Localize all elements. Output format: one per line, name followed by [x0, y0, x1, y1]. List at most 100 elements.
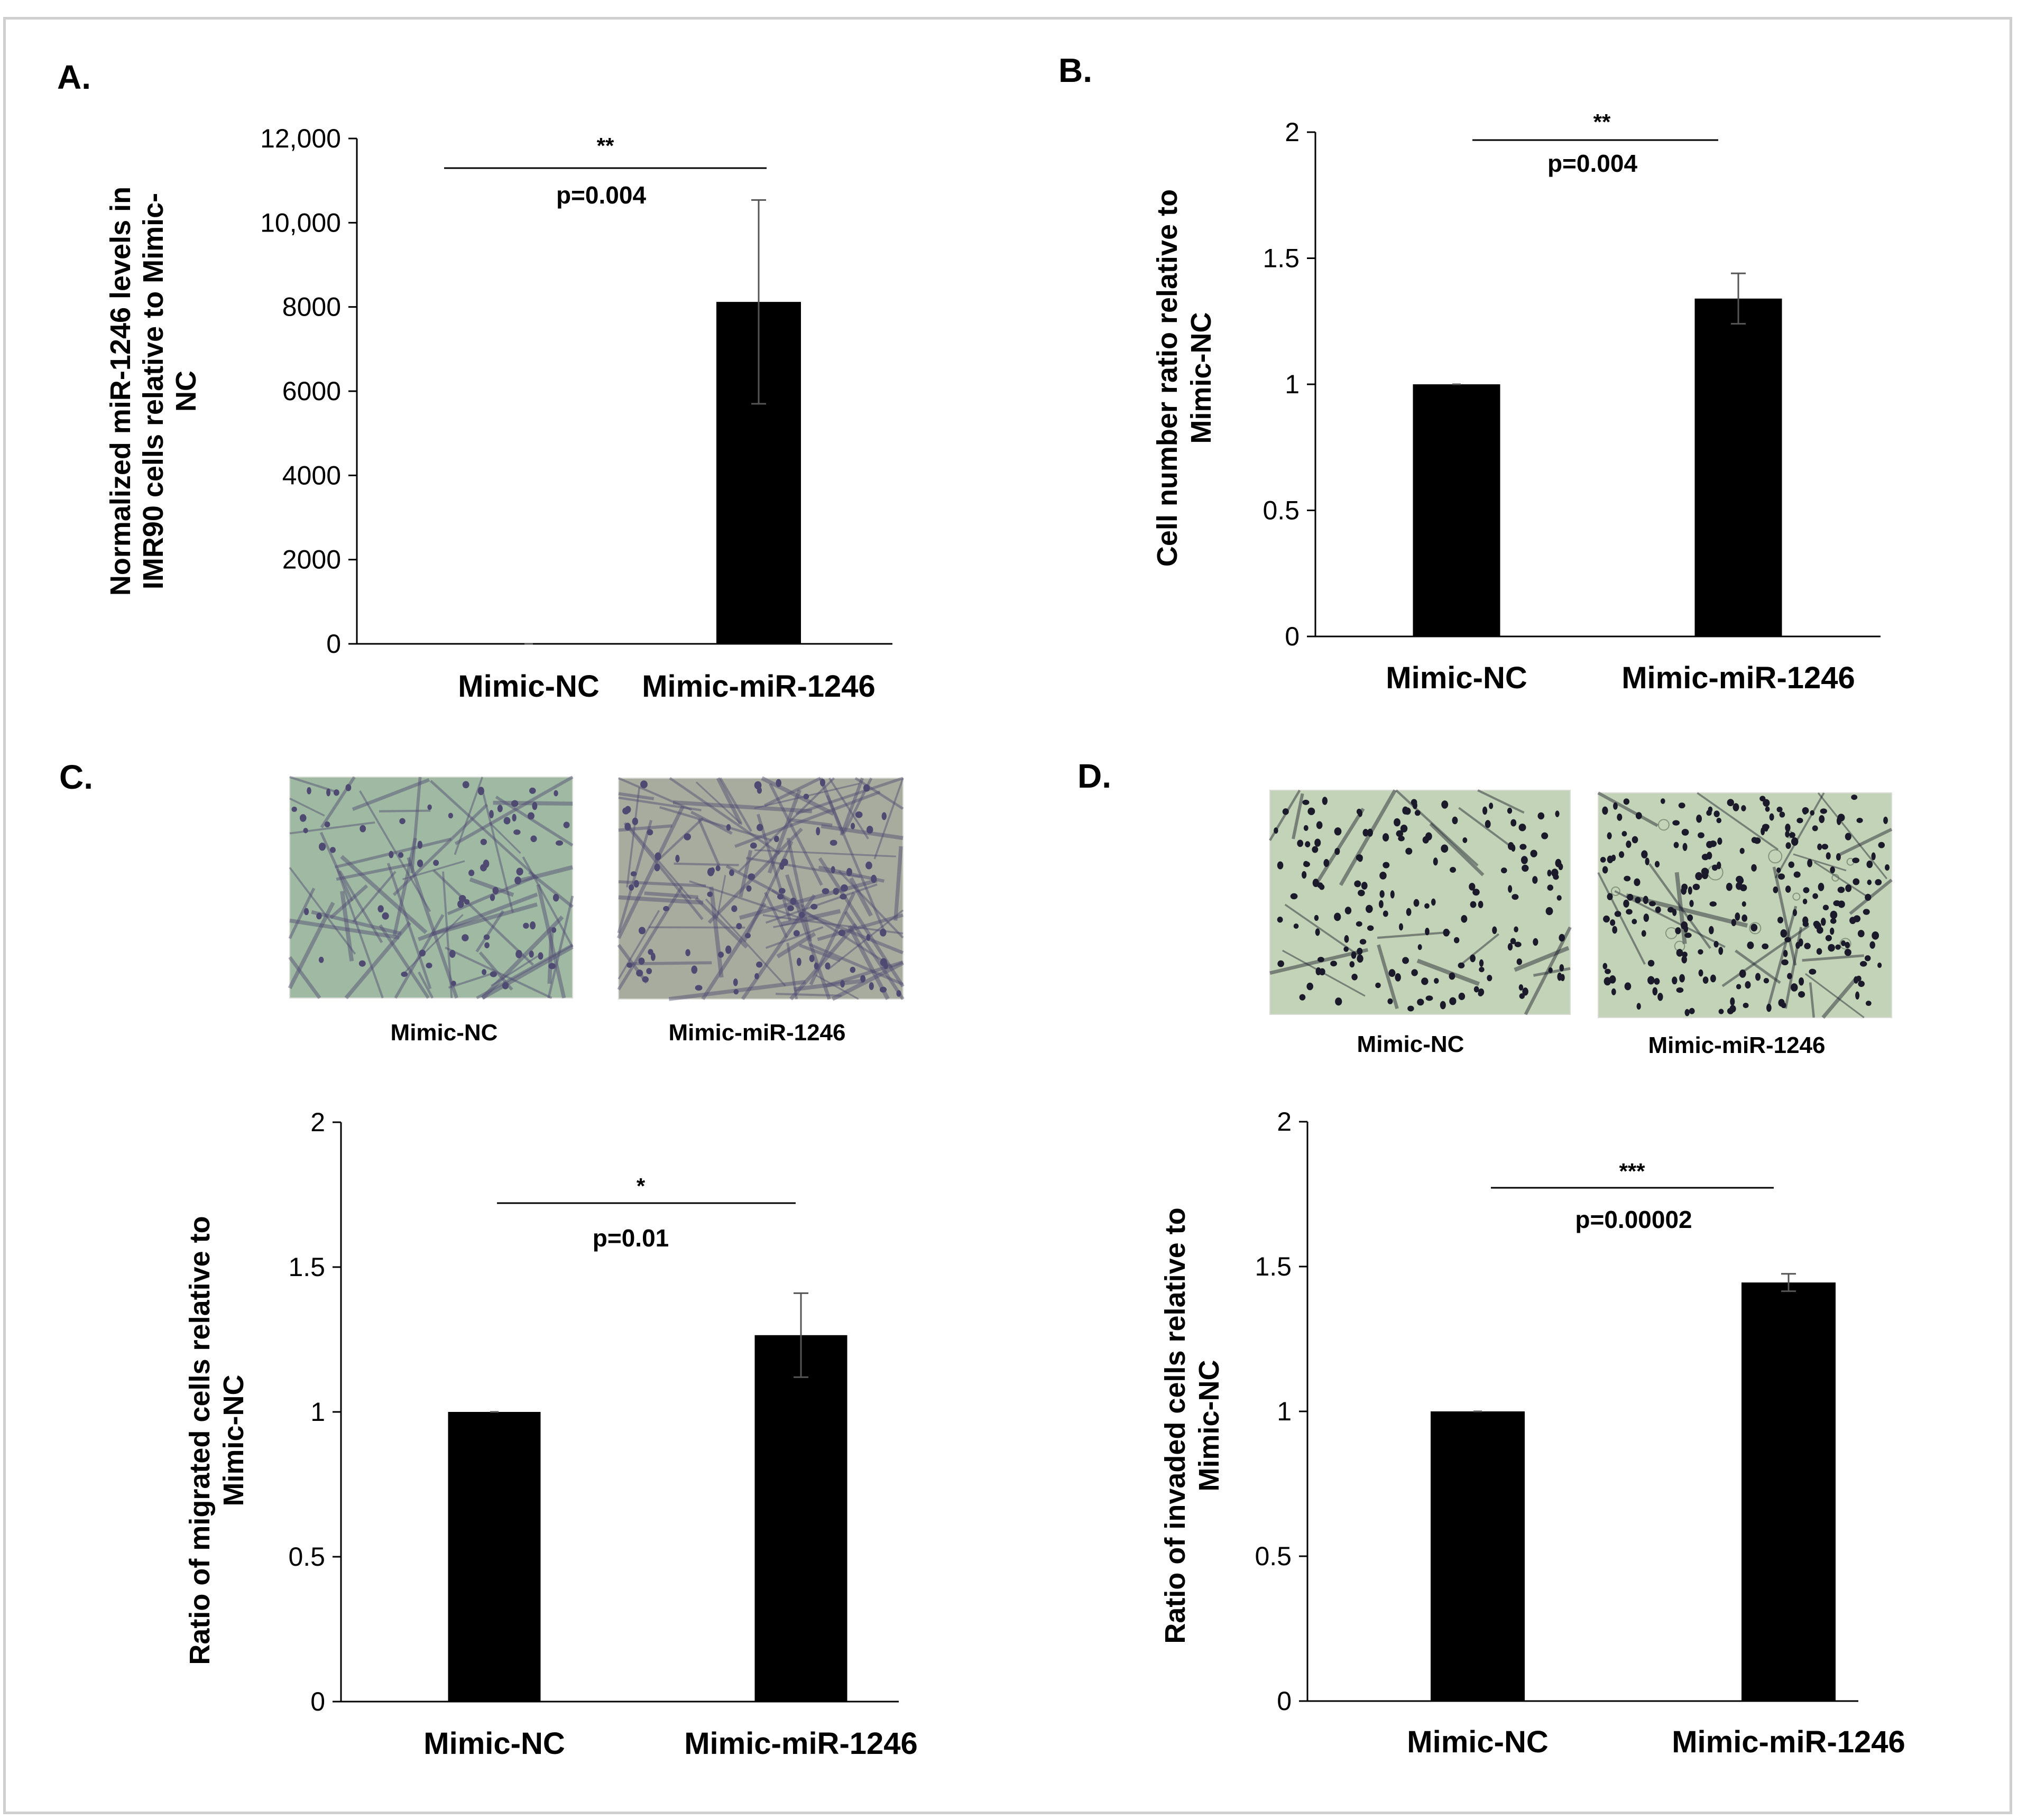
cell-nucleus: [1413, 899, 1420, 907]
cell-fiber: [809, 892, 856, 986]
cell-nucleus: [1635, 812, 1642, 819]
cell-nucleus: [1367, 925, 1374, 931]
cell-nucleus: [318, 843, 326, 851]
micrograph-d-mimic-mir-1246: [1597, 791, 1893, 1019]
cell-nucleus: [1837, 886, 1845, 893]
cell-nucleus: [725, 945, 732, 954]
cell-nucleus: [1784, 937, 1791, 943]
cell-nucleus: [1875, 879, 1882, 885]
panel-label: D.: [1077, 757, 1111, 795]
cell-nucleus: [484, 942, 490, 948]
cell-nucleus: [1425, 927, 1430, 936]
cell-nucleus: [1684, 1009, 1690, 1017]
cell-nucleus: [1417, 999, 1424, 1006]
cell-nucleus: [1769, 813, 1774, 821]
cell-nucleus: [1777, 873, 1785, 880]
cell-nucleus: [1730, 997, 1735, 1006]
y-tick-label: 6000: [282, 376, 341, 406]
cell-nucleus: [1849, 917, 1856, 925]
y-axis-label-line: Ratio of migrated cells relative to: [184, 1216, 216, 1665]
cell-nucleus: [1395, 973, 1401, 982]
category-label: Mimic-miR-1246: [684, 1726, 918, 1761]
cell-nucleus: [1799, 977, 1804, 986]
cell-nucleus: [1833, 900, 1841, 907]
cell-nucleus: [1713, 810, 1720, 817]
cell-nucleus: [1359, 939, 1367, 945]
cell-fiber: [410, 777, 422, 874]
cell-nucleus: [825, 962, 831, 969]
cell-nucleus: [1621, 831, 1627, 837]
cell-fiber: [785, 874, 831, 1000]
cell-fiber: [761, 776, 835, 816]
cell-nucleus: [1830, 910, 1838, 919]
cell-nucleus: [736, 923, 742, 930]
cell-nucleus: [1858, 981, 1865, 987]
cell-fiber: [319, 832, 354, 902]
cell-fiber: [854, 777, 904, 810]
cell-nucleus: [869, 982, 874, 990]
cell-nucleus: [814, 962, 819, 969]
cell-nucleus: [1781, 1002, 1786, 1009]
significance-stars: **: [597, 133, 614, 158]
cell-nucleus: [417, 840, 423, 849]
cell-fiber: [1460, 933, 1500, 965]
cell-nucleus: [1679, 974, 1685, 983]
cell-nucleus: [1682, 843, 1688, 851]
cell-fiber: [618, 880, 706, 888]
cell-fiber: [734, 790, 881, 848]
cell-fiber: [776, 993, 842, 997]
cell-nucleus: [1290, 893, 1298, 900]
cell-fiber: [738, 777, 835, 873]
cell-nucleus: [1636, 1003, 1641, 1010]
cell-nucleus: [1330, 960, 1337, 967]
cell-nucleus: [1478, 901, 1483, 909]
cell-fiber: [442, 871, 453, 999]
cell-nucleus: [1681, 921, 1688, 930]
cell-nucleus: [1731, 919, 1736, 927]
cell-nucleus: [1785, 824, 1791, 832]
cell-fiber: [547, 927, 554, 984]
cell-fiber: [825, 960, 904, 988]
cell-nucleus: [316, 912, 322, 920]
cell-nucleus: [650, 953, 656, 961]
cell-fiber: [491, 955, 539, 987]
cell-fiber: [407, 857, 458, 999]
cell-fiber: [626, 787, 640, 888]
cell-nucleus: [626, 962, 633, 968]
cell-nucleus: [1462, 837, 1468, 843]
cell-nucleus: [776, 779, 782, 788]
cell-nucleus: [819, 779, 826, 787]
cell-nucleus: [1814, 922, 1821, 929]
cell-nucleus: [1379, 872, 1387, 880]
cell-nucleus: [642, 976, 649, 983]
cell-nucleus: [830, 839, 837, 846]
cell-fiber: [1804, 973, 1865, 1019]
y-tick-label: 1.5: [1263, 244, 1300, 273]
cell-fiber: [701, 902, 767, 1000]
cell-fiber: [1524, 926, 1572, 1015]
y-axis-label-line: Mimic-NC: [1193, 1360, 1225, 1491]
cell-fiber: [745, 856, 860, 879]
cell-nucleus: [1788, 861, 1794, 868]
cell-fiber: [789, 923, 858, 1001]
cell-nucleus: [1673, 842, 1679, 848]
cell-nucleus: [684, 833, 691, 840]
cell-nucleus: [1522, 987, 1528, 996]
cell-nucleus: [1718, 947, 1724, 955]
cell-nucleus: [1537, 812, 1545, 820]
cell-nucleus: [1334, 827, 1342, 836]
cell-nucleus: [1634, 878, 1641, 886]
cell-nucleus: [307, 787, 311, 794]
category-label: Mimic-miR-1246: [1621, 661, 1855, 695]
cell-nucleus: [1647, 976, 1655, 985]
cell-fiber: [709, 886, 724, 978]
cell-nucleus: [1816, 948, 1822, 955]
cell-nucleus: [1351, 973, 1358, 981]
cell-nucleus: [1362, 829, 1369, 837]
cell-nucleus: [502, 982, 509, 990]
cell-nucleus: [1469, 883, 1476, 891]
cell-nucleus: [1545, 907, 1553, 916]
cell-fiber: [1772, 866, 1797, 966]
cell-nucleus: [1676, 987, 1684, 993]
